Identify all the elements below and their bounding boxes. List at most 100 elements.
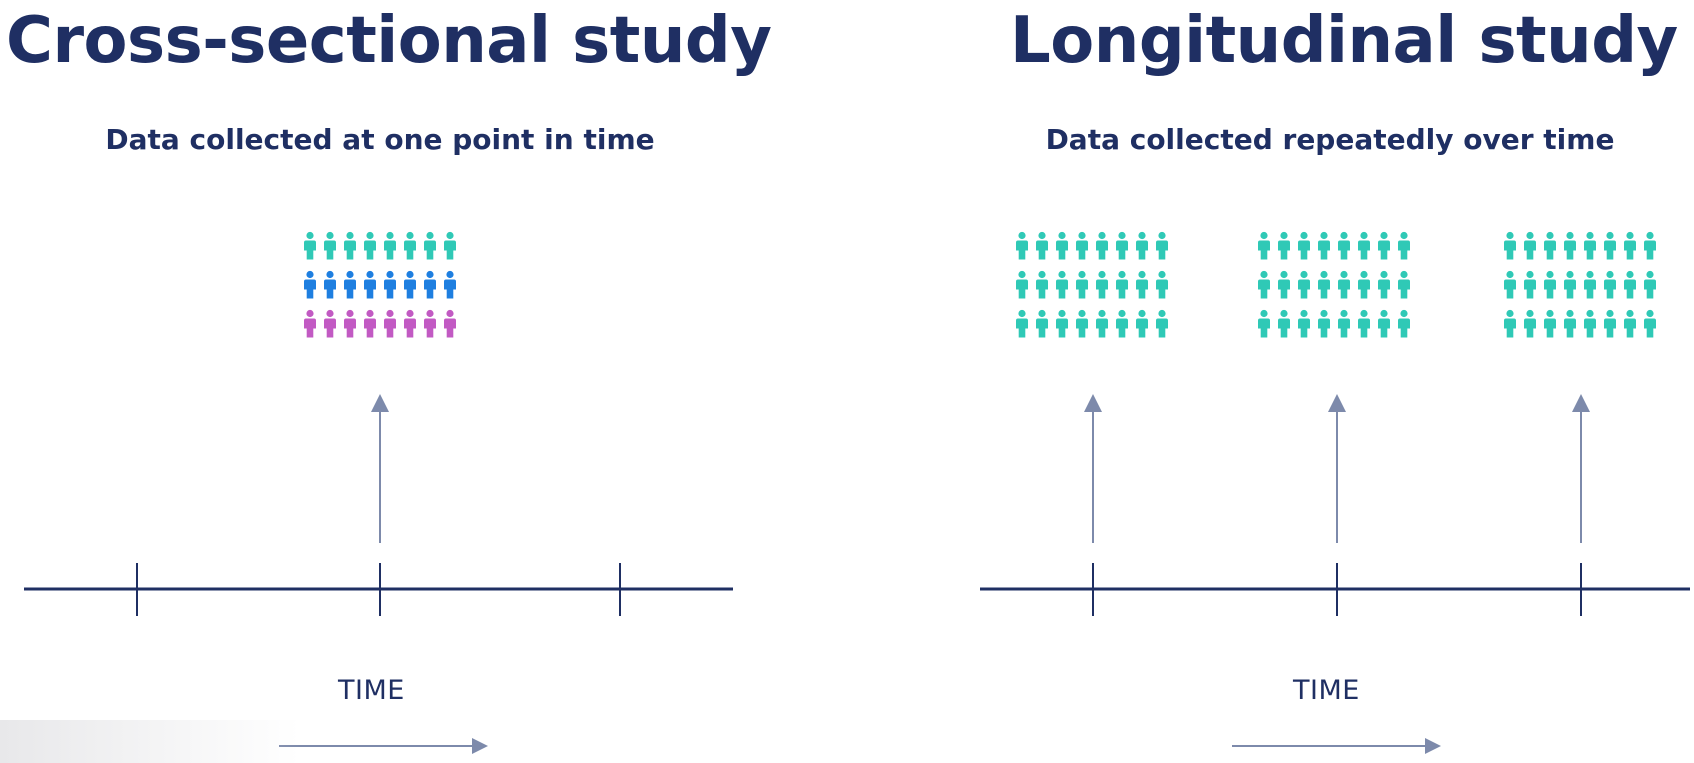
- person-icon: [1258, 309, 1270, 338]
- person-icon: [1116, 270, 1128, 299]
- person-icon: [1056, 231, 1068, 260]
- person-icon: [1076, 309, 1088, 338]
- person-icon: [404, 309, 416, 338]
- person-icon: [1644, 309, 1656, 338]
- longitudinal-sample-group-3: [1504, 231, 1656, 338]
- longitudinal-sample-group-2: [1258, 231, 1410, 338]
- person-icon: [1096, 309, 1108, 338]
- person-icon: [1278, 309, 1290, 338]
- person-icon: [1604, 270, 1616, 299]
- person-icon: [1378, 270, 1390, 299]
- cross-sectional-subtitle: Data collected at one point in time: [105, 123, 655, 156]
- person-icon: [1056, 270, 1068, 299]
- person-icon: [304, 309, 316, 338]
- person-icon: [424, 270, 436, 299]
- person-icon: [1544, 231, 1556, 260]
- longitudinal-subtitle: Data collected repeatedly over time: [1045, 123, 1615, 156]
- person-icon: [1584, 270, 1596, 299]
- person-icon: [364, 270, 376, 299]
- person-icon: [1258, 231, 1270, 260]
- person-icon: [364, 231, 376, 260]
- person-icon: [1096, 231, 1108, 260]
- cross-sectional-title: Cross-sectional study: [6, 4, 772, 78]
- person-icon: [1624, 231, 1636, 260]
- person-icon: [1544, 270, 1556, 299]
- person-icon: [1016, 231, 1028, 260]
- person-icon: [424, 309, 436, 338]
- person-icon: [1604, 309, 1616, 338]
- person-icon: [1338, 309, 1350, 338]
- person-icon: [444, 231, 456, 260]
- person-icon: [384, 309, 396, 338]
- person-icon: [384, 231, 396, 260]
- person-icon: [1358, 270, 1370, 299]
- person-icon: [1136, 231, 1148, 260]
- person-icon: [1644, 231, 1656, 260]
- person-icon: [1116, 231, 1128, 260]
- person-icon: [324, 231, 336, 260]
- person-icon: [1156, 231, 1168, 260]
- person-icon: [384, 270, 396, 299]
- person-icon: [1298, 309, 1310, 338]
- person-icon: [1584, 309, 1596, 338]
- person-icon: [1338, 231, 1350, 260]
- person-icon: [404, 270, 416, 299]
- person-icon: [1398, 309, 1410, 338]
- person-icon: [1564, 309, 1576, 338]
- person-icon: [1358, 309, 1370, 338]
- person-icon: [1076, 270, 1088, 299]
- person-icon: [1564, 270, 1576, 299]
- person-icon: [1584, 231, 1596, 260]
- person-icon: [1136, 270, 1148, 299]
- person-icon: [1036, 231, 1048, 260]
- person-icon: [344, 231, 356, 260]
- person-icon: [1298, 270, 1310, 299]
- person-icon: [1338, 270, 1350, 299]
- person-icon: [404, 231, 416, 260]
- longitudinal-sample-groups: [1016, 231, 1656, 338]
- person-icon: [1156, 270, 1168, 299]
- person-icon: [304, 270, 316, 299]
- person-icon: [1298, 231, 1310, 260]
- person-icon: [1036, 309, 1048, 338]
- person-icon: [324, 309, 336, 338]
- person-icon: [1624, 270, 1636, 299]
- person-icon: [1036, 270, 1048, 299]
- person-icon: [1156, 309, 1168, 338]
- person-icon: [424, 231, 436, 260]
- person-icon: [1644, 270, 1656, 299]
- person-icon: [1016, 270, 1028, 299]
- person-icon: [364, 309, 376, 338]
- person-icon: [1604, 231, 1616, 260]
- person-icon: [304, 231, 316, 260]
- person-icon: [324, 270, 336, 299]
- person-icon: [1524, 231, 1536, 260]
- person-icon: [1318, 270, 1330, 299]
- person-icon: [444, 270, 456, 299]
- person-icon: [1136, 309, 1148, 338]
- person-icon: [1544, 309, 1556, 338]
- person-icon: [344, 309, 356, 338]
- person-icon: [1398, 231, 1410, 260]
- person-icon: [444, 309, 456, 338]
- corner-shadow: [0, 720, 300, 763]
- person-icon: [1318, 231, 1330, 260]
- person-icon: [1524, 309, 1536, 338]
- longitudinal-time-label: TIME: [1293, 675, 1360, 706]
- person-icon: [1504, 231, 1516, 260]
- person-icon: [1378, 231, 1390, 260]
- person-icon: [1504, 270, 1516, 299]
- person-icon: [1278, 231, 1290, 260]
- person-icon: [1056, 309, 1068, 338]
- person-icon: [1116, 309, 1128, 338]
- person-icon: [1076, 231, 1088, 260]
- person-icon: [1358, 231, 1370, 260]
- person-icon: [1278, 270, 1290, 299]
- person-icon: [1016, 309, 1028, 338]
- person-icon: [1378, 309, 1390, 338]
- person-icon: [1624, 309, 1636, 338]
- person-icon: [1096, 270, 1108, 299]
- person-icon: [1258, 270, 1270, 299]
- person-icon: [1398, 270, 1410, 299]
